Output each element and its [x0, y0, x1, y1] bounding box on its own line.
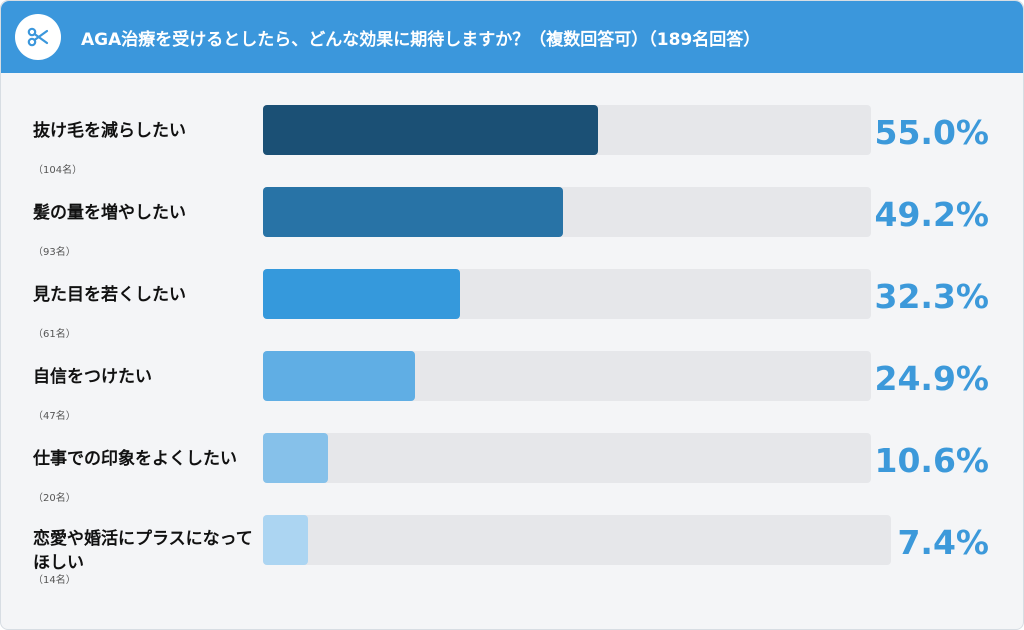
chart-title: AGA治療を受けるとしたら、どんな効果に期待しますか？（複数回答可）（189名回…: [81, 30, 761, 50]
bar: [263, 269, 460, 319]
respondent-count: （61名）: [33, 329, 76, 340]
bar-row: 仕事での印象をよくしたい （20名） 10.6%: [1, 433, 1023, 513]
bar: [263, 187, 563, 237]
category-label: 抜け毛を減らしたい: [33, 121, 186, 141]
bar-row: 自信をつけたい （47名） 24.9%: [1, 351, 1023, 431]
bar: [263, 515, 308, 565]
bar-row: 髪の量を増やしたい （93名） 49.2%: [1, 187, 1023, 267]
category-label: 恋愛や婚活にプラスになってほしい: [33, 529, 253, 573]
category-label: 自信をつけたい: [33, 367, 152, 387]
percent-label: 55.0%: [874, 113, 990, 152]
bar-track: [263, 433, 871, 483]
bar-track: [263, 187, 871, 237]
percent-label: 32.3%: [874, 277, 990, 316]
respondent-count: （104名）: [33, 165, 83, 176]
bar-row: 抜け毛を減らしたい （104名） 55.0%: [1, 105, 1023, 185]
respondent-count: （93名）: [33, 247, 76, 258]
category-label: 仕事での印象をよくしたい: [33, 449, 237, 469]
bar: [263, 351, 415, 401]
category-label: 髪の量を増やしたい: [33, 203, 186, 223]
percent-label: 49.2%: [874, 195, 990, 234]
bar-row: 見た目を若くしたい （61名） 32.3%: [1, 269, 1023, 349]
bar: [263, 433, 328, 483]
respondent-count: （20名）: [33, 493, 76, 504]
bar: [263, 105, 598, 155]
percent-label: 10.6%: [874, 441, 990, 480]
bar-track: [263, 515, 891, 565]
bar-track: [263, 269, 871, 319]
percent-label: 24.9%: [874, 359, 990, 398]
bar-track: [263, 105, 871, 155]
percent-label: 7.4%: [897, 523, 989, 562]
bar-track: [263, 351, 871, 401]
chart-header: AGA治療を受けるとしたら、どんな効果に期待しますか？（複数回答可）（189名回…: [1, 1, 1023, 73]
respondent-count: （14名）: [33, 575, 76, 586]
scissors-icon: [15, 14, 61, 60]
category-label: 見た目を若くしたい: [33, 285, 186, 305]
bar-row: 恋愛や婚活にプラスになってほしい （14名） 7.4%: [1, 515, 1023, 595]
respondent-count: （47名）: [33, 411, 76, 422]
